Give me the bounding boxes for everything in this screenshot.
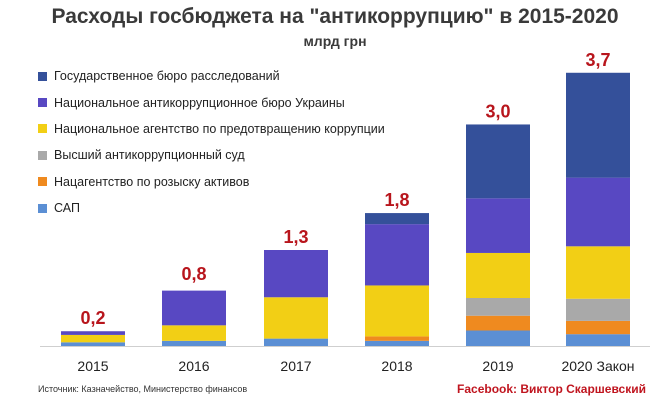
bar-segment <box>365 224 429 286</box>
legend-label: Национальное агентство по предотвращению… <box>54 121 385 136</box>
x-tick-label: 2017 <box>280 358 311 374</box>
bar-segment <box>466 198 530 253</box>
legend-item: Национальное агентство по предотвращению… <box>38 116 385 142</box>
legend-label: Высший антикоррупционный суд <box>54 148 245 163</box>
author-credit: Facebook: Виктор Скаршевский <box>457 382 646 396</box>
legend-swatch <box>38 71 47 81</box>
legend-item: Высший антикоррупционный суд <box>38 142 385 168</box>
legend-swatch <box>38 98 47 108</box>
x-tick-label: 2015 <box>77 358 108 374</box>
bar-segment <box>61 342 125 346</box>
bar-segment <box>61 334 125 343</box>
bar-segment <box>264 250 328 298</box>
total-value-label: 3,0 <box>485 101 510 121</box>
bar-segment <box>61 331 125 335</box>
legend-swatch <box>38 177 47 187</box>
total-value-label: 1,8 <box>384 190 409 210</box>
total-value-label: 0,8 <box>181 264 206 284</box>
total-value-label: 1,3 <box>283 227 308 247</box>
bar-segment <box>466 252 530 298</box>
bar-segment <box>566 72 630 178</box>
chart-subtitle: млрд грн <box>303 33 367 49</box>
bar-segment <box>566 298 630 321</box>
legend-item: Нацагентство по розыску активов <box>38 169 385 195</box>
bar-segment <box>365 213 429 225</box>
bar-segment <box>466 330 530 346</box>
x-tick-label: 2016 <box>178 358 209 374</box>
bar-segment <box>566 246 630 299</box>
bar-segment <box>566 177 630 247</box>
bar-segment <box>566 334 630 346</box>
legend-swatch <box>38 203 47 213</box>
bar-segment <box>162 290 226 326</box>
bar-segment <box>466 124 530 199</box>
bar-segment <box>264 297 328 339</box>
legend: Государственное бюро расследований Национ… <box>38 63 385 221</box>
legend-item: Национальное антикоррупционное бюро Укра… <box>38 89 385 115</box>
bar-segment <box>162 325 226 341</box>
bar-segment <box>365 340 429 346</box>
x-tick-label: 2020 Закон <box>561 358 634 374</box>
source-note: Источник: Казначейство, Министерство фин… <box>38 384 248 394</box>
chart-title: Расходы госбюджета на "антикоррупцию" в … <box>51 5 619 28</box>
legend-label: Национальное антикоррупционное бюро Укра… <box>54 95 345 110</box>
x-tick-label: 2019 <box>482 358 513 374</box>
bar-segment <box>466 298 530 316</box>
bar-segment <box>264 338 328 346</box>
legend-item: Государственное бюро расследований <box>38 63 385 89</box>
legend-swatch <box>38 150 47 160</box>
legend-item: САП <box>38 195 385 221</box>
legend-swatch <box>38 124 47 134</box>
x-tick-label: 2018 <box>381 358 412 374</box>
total-value-label: 3,7 <box>585 50 610 70</box>
bar-segment <box>365 336 429 341</box>
bar-segment <box>466 315 530 331</box>
bar-segment <box>566 320 630 335</box>
bar-segment <box>365 285 429 337</box>
legend-label: САП <box>54 201 80 216</box>
total-value-label: 0,2 <box>80 308 105 328</box>
bar-segment <box>162 340 226 346</box>
legend-label: Нацагентство по розыску активов <box>54 174 250 189</box>
legend-label: Государственное бюро расследований <box>54 69 280 84</box>
